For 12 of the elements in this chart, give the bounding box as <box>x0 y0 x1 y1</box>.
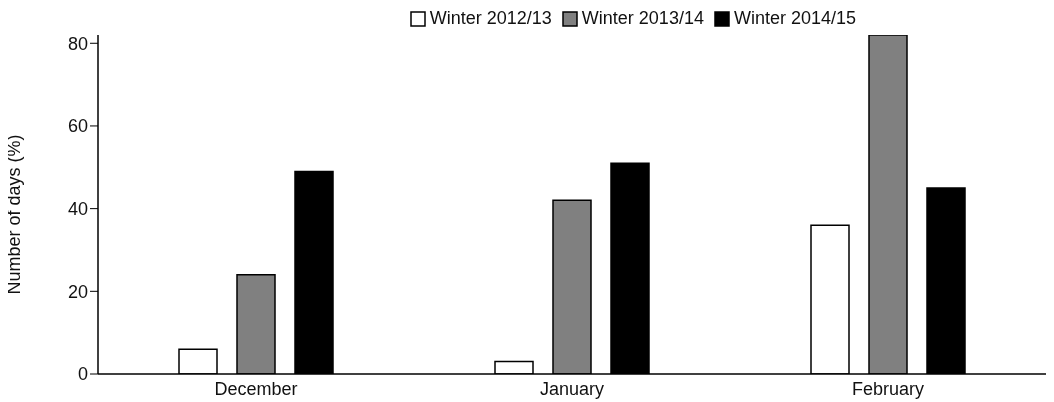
x-tick-label: January <box>539 378 605 399</box>
y-tick-label: 40 <box>67 199 88 220</box>
legend-label: Winter 2013/14 <box>581 8 704 29</box>
y-tick-label: 0 <box>77 364 88 385</box>
legend-label: Winter 2014/15 <box>733 8 856 29</box>
x-tick-label: December <box>214 378 298 399</box>
y-tick-label: 20 <box>67 281 88 302</box>
x-tick-label: February <box>851 378 925 399</box>
y-tick-label: 80 <box>67 33 88 54</box>
y-axis-title: Number of days (%) <box>4 134 25 295</box>
legend-label: Winter 2012/13 <box>429 8 552 29</box>
y-tick-label: 60 <box>67 116 88 137</box>
